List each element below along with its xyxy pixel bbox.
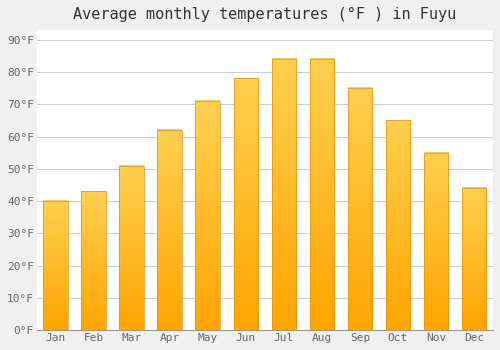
Bar — [386, 120, 410, 330]
Bar — [82, 191, 106, 330]
Bar — [348, 88, 372, 330]
Bar — [120, 166, 144, 330]
Bar — [424, 153, 448, 330]
Bar — [44, 201, 68, 330]
Bar — [462, 188, 486, 330]
Bar — [196, 101, 220, 330]
Bar — [310, 59, 334, 330]
Title: Average monthly temperatures (°F ) in Fuyu: Average monthly temperatures (°F ) in Fu… — [74, 7, 456, 22]
Bar — [158, 130, 182, 330]
Bar — [272, 59, 296, 330]
Bar — [234, 78, 258, 330]
